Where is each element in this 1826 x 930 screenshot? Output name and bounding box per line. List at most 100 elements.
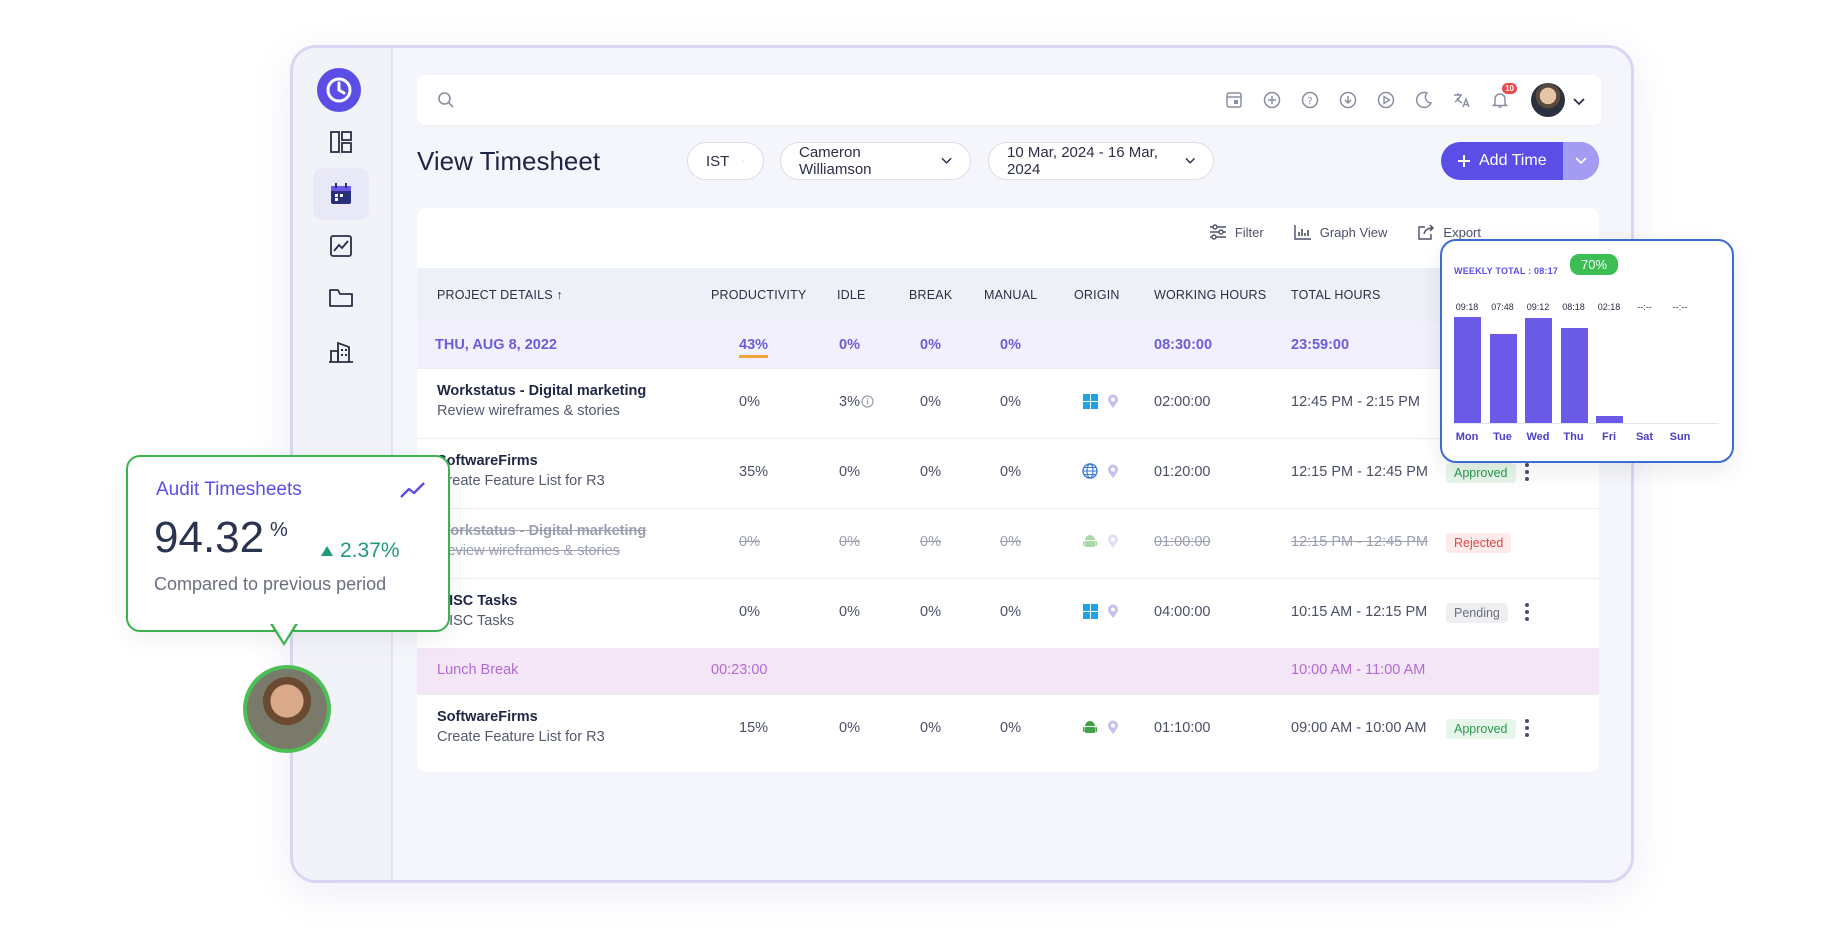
page-title: View Timesheet: [417, 146, 601, 176]
idle-value: 3%: [839, 394, 860, 410]
productivity-value: 0%: [739, 604, 760, 620]
day-label: Sat: [1635, 431, 1654, 443]
play-icon[interactable]: [1375, 89, 1397, 111]
header-productivity: PRODUCTIVITY: [711, 288, 807, 302]
table-row[interactable]: Workstatus - Digital marketing Review wi…: [417, 508, 1599, 579]
add-time-button[interactable]: Add Time: [1441, 142, 1599, 180]
chevron-down-icon[interactable]: [1573, 93, 1585, 111]
bar-fri[interactable]: [1596, 416, 1623, 423]
export-button[interactable]: Export: [1417, 224, 1481, 240]
status-badge: Approved: [1446, 719, 1516, 739]
working-hours-value: 01:10:00: [1154, 720, 1211, 736]
bar-chart-icon: [1294, 225, 1311, 240]
project-name: Workstatus - Digital marketing: [437, 383, 647, 399]
organization-icon[interactable]: [313, 326, 369, 378]
dashboard-icon[interactable]: [313, 116, 369, 168]
chevron-down-icon: [1575, 157, 1587, 165]
timezone-value: IST: [706, 152, 730, 170]
filter-button[interactable]: Filter: [1209, 224, 1264, 240]
lunch-duration: 00:23:00: [711, 662, 768, 678]
user-select-value: Cameron Williamson: [799, 144, 872, 178]
add-circle-icon[interactable]: [1261, 89, 1283, 111]
employee-avatar: [243, 665, 331, 753]
idle-value: 0%: [839, 464, 860, 480]
table-row[interactable]: Workstatus - Digital marketing Review wi…: [417, 368, 1599, 439]
chevron-down-icon: [941, 157, 952, 164]
audit-delta-value: 2.37%: [340, 539, 400, 562]
day-label: Wed: [1526, 431, 1550, 443]
dark-mode-icon[interactable]: [1413, 89, 1435, 111]
task-name: Review wireframes & stories: [437, 543, 620, 559]
timesheet-icon[interactable]: [313, 168, 369, 220]
help-icon[interactable]: ?: [1299, 89, 1321, 111]
add-time-dropdown[interactable]: [1563, 142, 1599, 180]
day-summary-row: THU, AUG 8, 2022 43% 0% 0% 0% 08:30:00 2…: [417, 322, 1599, 369]
total-hours-value: 12:45 PM - 2:15 PM: [1291, 394, 1420, 410]
audit-subtitle: Compared to previous period: [154, 574, 387, 594]
table-row[interactable]: SoftwareFirms Create Feature List for R3…: [417, 694, 1599, 764]
bar-wed[interactable]: [1525, 318, 1552, 423]
working-hours-value: 01:20:00: [1154, 464, 1211, 480]
graph-view-button[interactable]: Graph View: [1294, 224, 1387, 240]
notification-bell-icon[interactable]: 10: [1489, 83, 1517, 111]
add-time-label: Add Time: [1479, 152, 1547, 169]
analytics-icon[interactable]: [313, 220, 369, 272]
calendar-icon[interactable]: [1223, 89, 1245, 111]
header-working: WORKING HOURS: [1154, 288, 1267, 302]
day-idle: 0%: [839, 337, 860, 353]
windows-icon: [1083, 604, 1098, 623]
header-project[interactable]: PROJECT DETAILS ↑: [437, 288, 563, 302]
day-total: 23:59:00: [1291, 337, 1350, 353]
total-hours-value: 10:15 AM - 12:15 PM: [1291, 604, 1428, 620]
bar-value-label: 07:48: [1491, 302, 1514, 312]
bar-value-label: 09:12: [1526, 302, 1550, 312]
day-label: Thu: [1563, 431, 1584, 443]
more-options-icon[interactable]: [1525, 719, 1529, 740]
project-name: MISC Tasks: [437, 593, 518, 609]
project-name: SoftwareFirms: [437, 453, 538, 469]
more-options-icon[interactable]: [1525, 603, 1529, 624]
bar-value-label: 09:18: [1455, 302, 1479, 312]
productivity-value: 0%: [739, 394, 760, 410]
date-range-select[interactable]: 10 Mar, 2024 - 16 Mar, 2024: [988, 142, 1214, 180]
bar-mon[interactable]: [1454, 316, 1481, 423]
location-pin-icon: [1107, 394, 1119, 413]
logo-icon[interactable]: [317, 68, 361, 112]
manual-value: 0%: [1000, 464, 1021, 480]
folder-icon[interactable]: [313, 272, 369, 324]
table-row[interactable]: SoftwareFirms Create Feature List for R3…: [417, 438, 1599, 509]
header-origin: ORIGIN: [1074, 288, 1120, 302]
day-label: Sun: [1669, 431, 1691, 443]
more-options-icon[interactable]: [1525, 463, 1529, 484]
user-select[interactable]: Cameron Williamson: [780, 142, 971, 180]
globe-icon: [1082, 463, 1098, 483]
audit-value: 94.32: [154, 513, 265, 562]
info-icon[interactable]: [861, 395, 874, 412]
day-productivity: 43%: [739, 337, 769, 358]
svg-text:?: ?: [1307, 96, 1312, 107]
user-avatar[interactable]: [1531, 83, 1565, 117]
total-hours-value: 12:15 PM - 12:45 PM: [1291, 464, 1429, 480]
windows-icon: [1083, 394, 1098, 413]
translate-icon[interactable]: [1451, 89, 1473, 111]
bar-tue[interactable]: [1489, 334, 1517, 423]
header-idle: IDLE: [837, 288, 866, 302]
bar-value-label: --:--: [1672, 302, 1688, 312]
search-icon[interactable]: [437, 91, 455, 114]
timezone-select[interactable]: IST: [687, 142, 764, 180]
date-range-value: 10 Mar, 2024 - 16 Mar, 2024: [1007, 144, 1158, 178]
table-row[interactable]: MISC Tasks MISC Tasks 0% 0% 0% 0% 04:00:…: [417, 578, 1599, 649]
project-name: SoftwareFirms: [437, 709, 538, 725]
lunch-label: Lunch Break: [437, 662, 519, 678]
break-value: 0%: [920, 604, 941, 620]
working-hours-value: 04:00:00: [1154, 604, 1211, 620]
filter-label: Filter: [1234, 224, 1264, 240]
table-header: PROJECT DETAILS ↑ PRODUCTIVITY IDLE BREA…: [417, 268, 1599, 322]
top-bar: ? 10: [417, 75, 1601, 125]
download-icon[interactable]: [1337, 89, 1359, 111]
break-value: 0%: [920, 464, 941, 480]
break-value: 0%: [920, 394, 941, 410]
break-value: 0%: [920, 720, 941, 736]
location-pin-icon: [1107, 464, 1119, 483]
bar-thu[interactable]: [1560, 328, 1588, 423]
